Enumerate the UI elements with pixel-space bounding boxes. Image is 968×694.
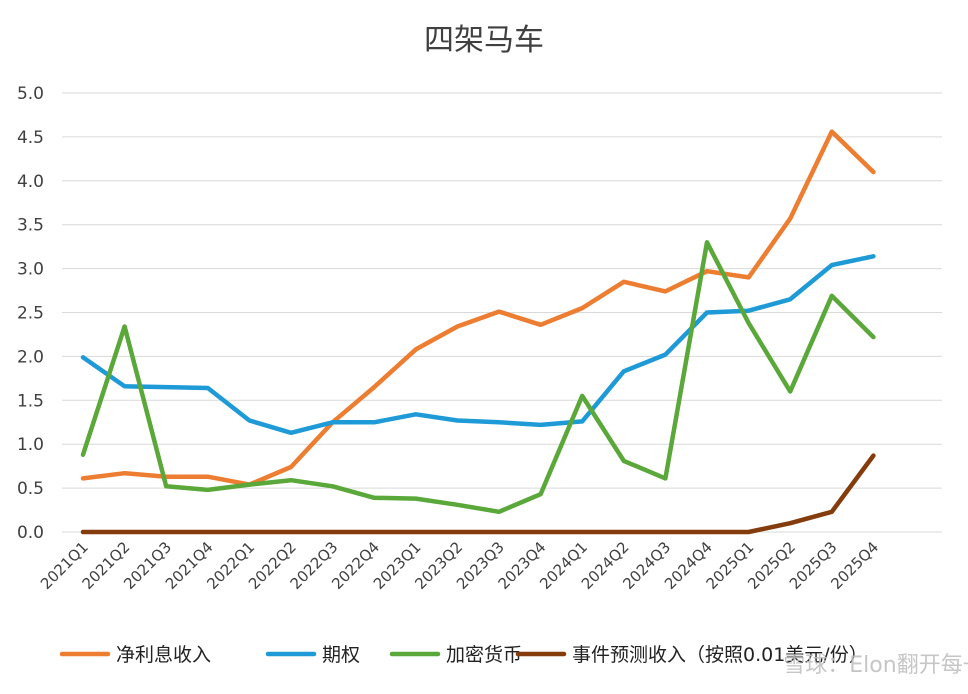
y-tick-label: 4.0 [17, 172, 44, 192]
series-line-2 [80, 254, 876, 436]
y-tick-label: 0.0 [17, 523, 44, 543]
y-tick-label: 0.5 [17, 479, 44, 499]
legend: 净利息收入 期权 加密货币 事件预测收入（按照0.01美元/份） [59, 644, 868, 666]
legend-label: 加密货币 [446, 644, 522, 666]
y-tick-label: 2.5 [17, 304, 44, 324]
series-lines [80, 129, 876, 535]
series-line-1 [80, 129, 876, 487]
y-tick-label: 1.5 [17, 391, 44, 411]
y-tick-label: 1.0 [17, 435, 44, 455]
watermark-text: 雪球：Elon翻开每一页 [783, 653, 968, 678]
x-axis-ticks: 2021Q12021Q22021Q32021Q42022Q12022Q22022… [37, 538, 882, 593]
chart-title: 四架马车 [424, 23, 544, 58]
y-tick-label: 3.0 [17, 260, 44, 280]
y-tick-label: 4.5 [17, 128, 44, 148]
y-axis-ticks: 0.0 0.5 1.0 1.5 2.0 2.5 3.0 3.5 4.0 4.5 5.0 [17, 84, 44, 543]
legend-label: 净利息收入 [116, 644, 211, 666]
series-line-3 [80, 240, 876, 515]
legend-label: 期权 [322, 644, 360, 666]
series-line-4 [80, 453, 876, 535]
y-tick-label: 5.0 [17, 84, 44, 104]
y-tick-label: 2.0 [17, 347, 44, 367]
y-tick-label: 3.5 [17, 216, 44, 236]
legend-label: 事件预测收入（按照0.01美元/份） [572, 644, 868, 666]
